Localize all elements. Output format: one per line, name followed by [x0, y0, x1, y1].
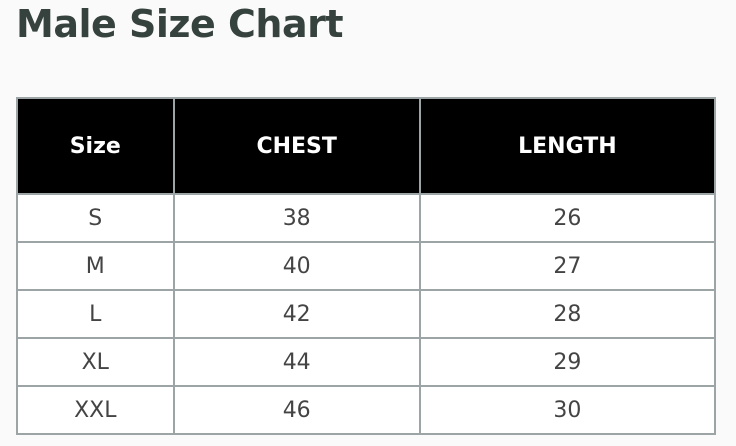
cell-size: S	[16, 193, 175, 243]
page-title: Male Size Chart	[16, 2, 344, 46]
cell-size: XXL	[16, 385, 175, 435]
cell-length: 26	[418, 193, 717, 243]
cell-chest: 40	[172, 241, 421, 291]
table-row: S 38 26	[16, 193, 717, 243]
cell-chest: 42	[172, 289, 421, 339]
cell-chest: 46	[172, 385, 421, 435]
header-chest: CHEST	[172, 97, 421, 195]
cell-size: XL	[16, 337, 175, 387]
table-row: M 40 27	[16, 241, 717, 291]
cell-chest: 38	[172, 193, 421, 243]
cell-length: 30	[418, 385, 717, 435]
cell-length: 29	[418, 337, 717, 387]
cell-chest: 44	[172, 337, 421, 387]
header-length: LENGTH	[418, 97, 717, 195]
table-row: L 42 28	[16, 289, 717, 339]
size-chart-table: Size CHEST LENGTH S 38 26 M 40 27 L 42 28 XL 44 29 X…	[16, 97, 717, 435]
table-row: XL 44 29	[16, 337, 717, 387]
cell-size: M	[16, 241, 175, 291]
header-size: Size	[16, 97, 175, 195]
cell-length: 28	[418, 289, 717, 339]
header-row: Size CHEST LENGTH	[16, 97, 717, 195]
table-row: XXL 46 30	[16, 385, 717, 435]
cell-length: 27	[418, 241, 717, 291]
cell-size: L	[16, 289, 175, 339]
